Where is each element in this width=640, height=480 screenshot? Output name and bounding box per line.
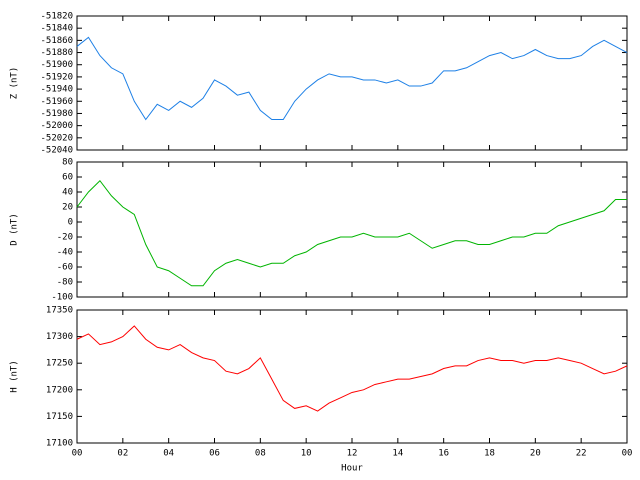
x-tick-label: 08 — [255, 449, 266, 459]
x-tick-label: 04 — [163, 449, 174, 459]
y-tick-label: -100 — [51, 293, 73, 303]
y-axis-label: D (nT) — [10, 213, 20, 246]
y-tick-label: 17250 — [46, 359, 73, 369]
data-line — [76, 325, 628, 412]
panel-frame — [76, 15, 628, 151]
y-tick-label: -51860 — [40, 36, 73, 46]
y-tick-label: -51900 — [40, 60, 73, 70]
y-tick-label: -52000 — [40, 121, 73, 131]
x-axis-label: Hour — [341, 464, 363, 474]
x-tick-label: 14 — [392, 449, 403, 459]
y-tick-label: 40 — [62, 188, 73, 198]
panel-frame — [76, 161, 628, 298]
y-tick-label: 0 — [68, 218, 73, 228]
y-axis-label: H (nT) — [10, 360, 20, 393]
y-tick-label: -51920 — [40, 72, 73, 82]
y-tick-label: -51840 — [40, 24, 73, 34]
y-tick-label: 60 — [62, 173, 73, 183]
y-tick-label: -51980 — [40, 109, 73, 119]
y-tick-label: -51820 — [40, 12, 73, 22]
y-tick-label: -51880 — [40, 48, 73, 58]
y-tick-label: -80 — [57, 278, 73, 288]
y-tick-label: 17150 — [46, 412, 73, 422]
x-tick-label: 10 — [301, 449, 312, 459]
y-tick-label: -51960 — [40, 97, 73, 107]
y-axis-label: Z (nT) — [10, 67, 20, 100]
y-tick-label: -51940 — [40, 85, 73, 95]
panel-frame — [76, 309, 628, 444]
y-tick-label: 20 — [62, 203, 73, 213]
x-tick-label: 16 — [438, 449, 449, 459]
y-tick-label: -20 — [57, 233, 73, 243]
y-tick-label: -40 — [57, 248, 73, 258]
x-tick-label: 22 — [576, 449, 587, 459]
data-line — [76, 179, 627, 287]
y-tick-label: 17350 — [46, 306, 73, 316]
y-tick-label: -52040 — [40, 146, 73, 156]
x-tick-label: 00 — [72, 449, 83, 459]
y-tick-label: 17300 — [46, 332, 73, 342]
x-tick-label: 18 — [484, 449, 495, 459]
x-tick-label: 00 — [622, 449, 633, 459]
y-tick-label: 17100 — [46, 439, 73, 449]
x-tick-label: 06 — [209, 449, 220, 459]
y-tick-label: 17200 — [46, 385, 73, 395]
x-tick-label: 12 — [347, 449, 358, 459]
data-line — [76, 36, 628, 121]
y-tick-label: -60 — [57, 263, 73, 273]
y-tick-label: -52020 — [40, 133, 73, 143]
x-tick-label: 02 — [117, 449, 128, 459]
y-tick-label: 80 — [62, 158, 73, 168]
x-tick-label: 20 — [530, 449, 541, 459]
